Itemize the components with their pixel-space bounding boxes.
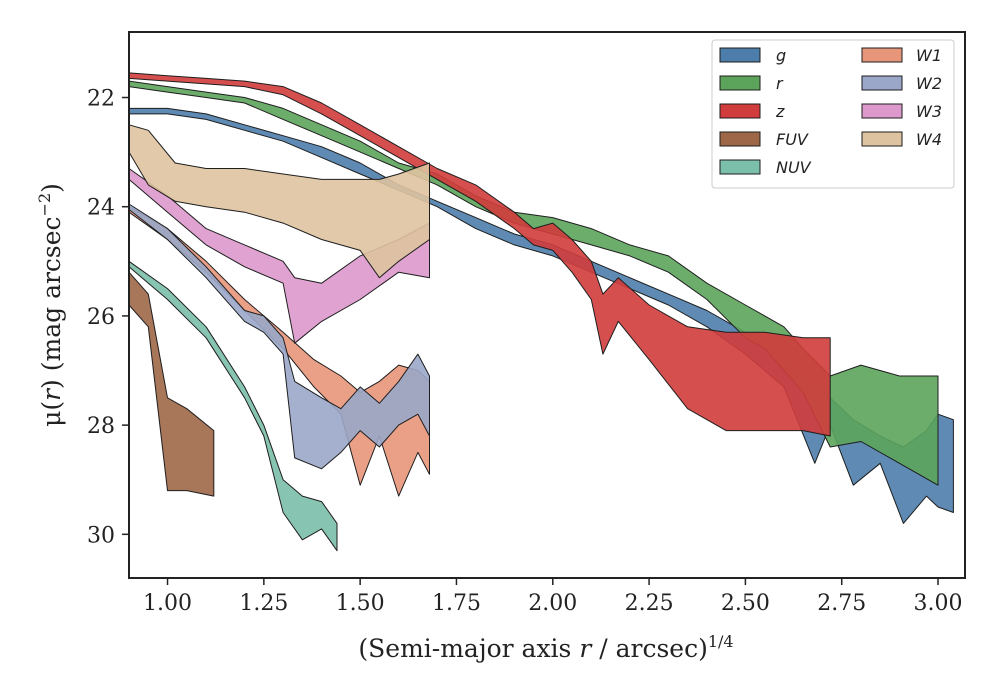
y-tick-label: 22: [87, 87, 115, 112]
y-axis-title: μ(r) (mag arcsec−2): [35, 183, 66, 427]
legend-swatch-r: [719, 75, 761, 91]
series-bands: [128, 72, 954, 552]
band-fuv: [128, 271, 215, 497]
x-tick-label: 2.75: [817, 591, 866, 616]
legend-label-w2: W2: [916, 74, 942, 93]
legend-label-w1: W1: [916, 46, 942, 65]
y-tick-label: 24: [87, 196, 115, 221]
plot-frame: [128, 31, 966, 579]
y-axis-title-var: r: [37, 387, 66, 401]
legend-swatch-nuv: [719, 159, 761, 175]
x-tick-label: 2.50: [721, 591, 770, 616]
x-tick-label: 1.75: [432, 591, 481, 616]
x-axis: 1.00 1.25 1.50 1.75 2.00 2.25 2.50 2.75 3.00: [143, 578, 963, 616]
band-nuv: [128, 260, 338, 552]
legend-label-w3: W3: [916, 102, 942, 121]
y-axis-title-sup: −2: [35, 193, 54, 217]
x-tick-label: 1.00: [143, 591, 192, 616]
x-tick-label: 1.25: [239, 591, 288, 616]
legend-swatch-w3: [861, 103, 903, 119]
x-tick-label: 1.50: [336, 591, 385, 616]
legend-label-nuv: NUV: [776, 158, 812, 177]
x-axis-title-tail: / arcsec): [591, 634, 708, 663]
y-axis-title-tail: ) (mag arcsec: [37, 216, 66, 389]
legend-label-w4: W4: [916, 130, 942, 149]
x-axis-title-var: r: [579, 634, 593, 663]
y-axis: 22 24 26 28 30: [87, 87, 129, 548]
legend-swatch-w4: [861, 131, 903, 147]
y-axis-title-close: ): [37, 183, 66, 193]
legend-swatch-fuv: [719, 131, 761, 147]
y-axis-title-main: μ(: [37, 401, 66, 427]
legend-label-fuv: FUV: [776, 130, 809, 149]
legend-swatch-z: [719, 103, 761, 119]
band-w4: [128, 124, 430, 279]
x-tick-label: 2.00: [528, 591, 577, 616]
y-tick-label: 28: [87, 414, 115, 439]
x-tick-label: 2.25: [625, 591, 674, 616]
x-tick-label: 3.00: [914, 591, 963, 616]
band-w2: [128, 203, 430, 470]
band-z: [128, 72, 831, 437]
legend-label-g: g: [776, 46, 786, 65]
x-axis-title-main: (Semi-major axis: [358, 634, 579, 663]
legend-swatch-g: [719, 47, 761, 63]
y-tick-label: 26: [87, 305, 115, 330]
legend-swatch-w1: [861, 47, 903, 63]
legend-swatch-w2: [861, 75, 903, 91]
x-axis-title: (Semi-major axis r / arcsec)1/4: [358, 632, 733, 663]
band-w3: [128, 168, 430, 344]
y-tick-label: 30: [87, 523, 115, 548]
legend-label-r: r: [776, 74, 784, 93]
legend: grz FUV NUV W1 W2 W3 W4: [711, 39, 955, 189]
legend-label-z: z: [775, 102, 785, 121]
x-axis-title-sup: 1/4: [708, 632, 734, 651]
